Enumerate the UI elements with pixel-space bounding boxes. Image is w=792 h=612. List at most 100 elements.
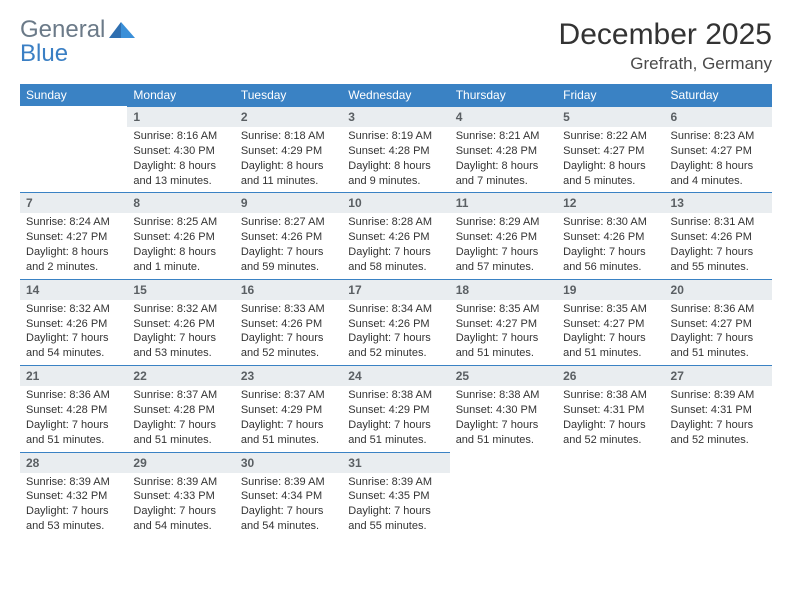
sunset-line: Sunset: 4:26 PM: [133, 317, 228, 332]
day-number: 7: [20, 192, 127, 213]
day-number: 3: [342, 106, 449, 127]
calendar-cell: 8Sunrise: 8:25 AMSunset: 4:26 PMDaylight…: [127, 192, 234, 278]
daylight-line: Daylight: 7 hours and 52 minutes.: [241, 331, 336, 361]
sunset-line: Sunset: 4:26 PM: [26, 317, 121, 332]
sunrise-line: Sunrise: 8:38 AM: [456, 388, 551, 403]
day-body: Sunrise: 8:16 AMSunset: 4:30 PMDaylight:…: [127, 127, 234, 192]
calendar-cell: 3Sunrise: 8:19 AMSunset: 4:28 PMDaylight…: [342, 106, 449, 192]
day-number: 24: [342, 365, 449, 386]
daylight-line: Daylight: 8 hours and 13 minutes.: [133, 159, 228, 189]
day-body: Sunrise: 8:32 AMSunset: 4:26 PMDaylight:…: [20, 300, 127, 365]
calendar-cell: 22Sunrise: 8:37 AMSunset: 4:28 PMDayligh…: [127, 365, 234, 451]
sunrise-line: Sunrise: 8:39 AM: [241, 475, 336, 490]
day-number: 8: [127, 192, 234, 213]
sunrise-line: Sunrise: 8:39 AM: [671, 388, 766, 403]
sunrise-line: Sunrise: 8:25 AM: [133, 215, 228, 230]
sunset-line: Sunset: 4:28 PM: [456, 144, 551, 159]
day-body: Sunrise: 8:29 AMSunset: 4:26 PMDaylight:…: [450, 213, 557, 278]
calendar-cell: 1Sunrise: 8:16 AMSunset: 4:30 PMDaylight…: [127, 106, 234, 192]
sunset-line: Sunset: 4:29 PM: [241, 144, 336, 159]
calendar-cell: 17Sunrise: 8:34 AMSunset: 4:26 PMDayligh…: [342, 279, 449, 365]
day-body: Sunrise: 8:28 AMSunset: 4:26 PMDaylight:…: [342, 213, 449, 278]
daylight-line: Daylight: 7 hours and 55 minutes.: [671, 245, 766, 275]
sunset-line: Sunset: 4:27 PM: [671, 144, 766, 159]
calendar-cell: 16Sunrise: 8:33 AMSunset: 4:26 PMDayligh…: [235, 279, 342, 365]
day-number: 28: [20, 452, 127, 473]
calendar-cell: 27Sunrise: 8:39 AMSunset: 4:31 PMDayligh…: [665, 365, 772, 451]
title-block: December 2025 Grefrath, Germany: [559, 18, 772, 74]
calendar-cell: [20, 106, 127, 192]
sunrise-line: Sunrise: 8:18 AM: [241, 129, 336, 144]
day-number: 21: [20, 365, 127, 386]
page-title: December 2025: [559, 18, 772, 52]
day-body: Sunrise: 8:39 AMSunset: 4:35 PMDaylight:…: [342, 473, 449, 538]
day-body: Sunrise: 8:27 AMSunset: 4:26 PMDaylight:…: [235, 213, 342, 278]
sunrise-line: Sunrise: 8:32 AM: [133, 302, 228, 317]
calendar-cell: 12Sunrise: 8:30 AMSunset: 4:26 PMDayligh…: [557, 192, 664, 278]
day-body: Sunrise: 8:22 AMSunset: 4:27 PMDaylight:…: [557, 127, 664, 192]
daylight-line: Daylight: 7 hours and 58 minutes.: [348, 245, 443, 275]
sunrise-line: Sunrise: 8:37 AM: [241, 388, 336, 403]
calendar-cell: 21Sunrise: 8:36 AMSunset: 4:28 PMDayligh…: [20, 365, 127, 451]
calendar-table: SundayMondayTuesdayWednesdayThursdayFrid…: [20, 84, 772, 538]
calendar-cell: 23Sunrise: 8:37 AMSunset: 4:29 PMDayligh…: [235, 365, 342, 451]
day-number: 11: [450, 192, 557, 213]
sunrise-line: Sunrise: 8:38 AM: [563, 388, 658, 403]
daylight-line: Daylight: 7 hours and 51 minutes.: [456, 331, 551, 361]
daylight-line: Daylight: 8 hours and 2 minutes.: [26, 245, 121, 275]
day-number: 23: [235, 365, 342, 386]
daylight-line: Daylight: 7 hours and 51 minutes.: [241, 418, 336, 448]
sunrise-line: Sunrise: 8:39 AM: [133, 475, 228, 490]
daylight-line: Daylight: 8 hours and 7 minutes.: [456, 159, 551, 189]
sunrise-line: Sunrise: 8:19 AM: [348, 129, 443, 144]
sunset-line: Sunset: 4:26 PM: [241, 317, 336, 332]
day-number: 31: [342, 452, 449, 473]
sunrise-line: Sunrise: 8:24 AM: [26, 215, 121, 230]
sunrise-line: Sunrise: 8:37 AM: [133, 388, 228, 403]
calendar-cell: 13Sunrise: 8:31 AMSunset: 4:26 PMDayligh…: [665, 192, 772, 278]
calendar-week-row: 21Sunrise: 8:36 AMSunset: 4:28 PMDayligh…: [20, 365, 772, 451]
calendar-week-row: 28Sunrise: 8:39 AMSunset: 4:32 PMDayligh…: [20, 452, 772, 538]
sunset-line: Sunset: 4:27 PM: [563, 317, 658, 332]
brand-text: General Blue: [20, 18, 105, 66]
day-number: 16: [235, 279, 342, 300]
sunset-line: Sunset: 4:31 PM: [563, 403, 658, 418]
daylight-line: Daylight: 7 hours and 52 minutes.: [563, 418, 658, 448]
day-number: 2: [235, 106, 342, 127]
day-body: Sunrise: 8:35 AMSunset: 4:27 PMDaylight:…: [557, 300, 664, 365]
header: General Blue December 2025 Grefrath, Ger…: [20, 18, 772, 74]
day-body: Sunrise: 8:36 AMSunset: 4:28 PMDaylight:…: [20, 386, 127, 451]
calendar-cell: [450, 452, 557, 538]
day-number: 29: [127, 452, 234, 473]
calendar-cell: 4Sunrise: 8:21 AMSunset: 4:28 PMDaylight…: [450, 106, 557, 192]
daylight-line: Daylight: 8 hours and 1 minute.: [133, 245, 228, 275]
sunrise-line: Sunrise: 8:16 AM: [133, 129, 228, 144]
day-body: Sunrise: 8:38 AMSunset: 4:31 PMDaylight:…: [557, 386, 664, 451]
day-body: Sunrise: 8:18 AMSunset: 4:29 PMDaylight:…: [235, 127, 342, 192]
sunrise-line: Sunrise: 8:29 AM: [456, 215, 551, 230]
sunset-line: Sunset: 4:28 PM: [348, 144, 443, 159]
day-body: Sunrise: 8:37 AMSunset: 4:29 PMDaylight:…: [235, 386, 342, 451]
sunset-line: Sunset: 4:33 PM: [133, 489, 228, 504]
calendar-cell: 19Sunrise: 8:35 AMSunset: 4:27 PMDayligh…: [557, 279, 664, 365]
day-number: 12: [557, 192, 664, 213]
calendar-cell: 10Sunrise: 8:28 AMSunset: 4:26 PMDayligh…: [342, 192, 449, 278]
sunset-line: Sunset: 4:26 PM: [671, 230, 766, 245]
sunrise-line: Sunrise: 8:35 AM: [563, 302, 658, 317]
day-body: Sunrise: 8:25 AMSunset: 4:26 PMDaylight:…: [127, 213, 234, 278]
day-number: 13: [665, 192, 772, 213]
day-body: Sunrise: 8:39 AMSunset: 4:32 PMDaylight:…: [20, 473, 127, 538]
calendar-cell: 14Sunrise: 8:32 AMSunset: 4:26 PMDayligh…: [20, 279, 127, 365]
day-body: Sunrise: 8:37 AMSunset: 4:28 PMDaylight:…: [127, 386, 234, 451]
brand-word-2: Blue: [20, 40, 68, 67]
day-body: Sunrise: 8:38 AMSunset: 4:30 PMDaylight:…: [450, 386, 557, 451]
sunrise-line: Sunrise: 8:32 AM: [26, 302, 121, 317]
daylight-line: Daylight: 7 hours and 53 minutes.: [26, 504, 121, 534]
daylight-line: Daylight: 7 hours and 54 minutes.: [241, 504, 336, 534]
calendar-cell: 20Sunrise: 8:36 AMSunset: 4:27 PMDayligh…: [665, 279, 772, 365]
day-number: 1: [127, 106, 234, 127]
sunset-line: Sunset: 4:29 PM: [348, 403, 443, 418]
calendar-cell: 2Sunrise: 8:18 AMSunset: 4:29 PMDaylight…: [235, 106, 342, 192]
day-body: Sunrise: 8:30 AMSunset: 4:26 PMDaylight:…: [557, 213, 664, 278]
daylight-line: Daylight: 7 hours and 51 minutes.: [348, 418, 443, 448]
